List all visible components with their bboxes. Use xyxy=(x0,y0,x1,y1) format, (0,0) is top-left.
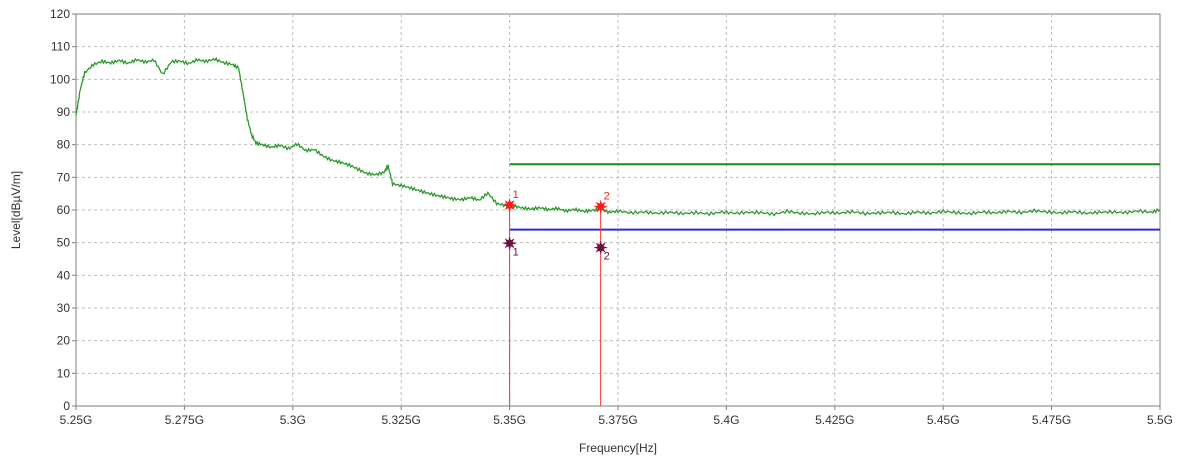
x-tick-label: 5.35G xyxy=(493,413,526,427)
peak-marker-label: 1 xyxy=(513,189,519,201)
x-tick-label: 5.375G xyxy=(598,413,637,427)
y-tick-label: 90 xyxy=(57,105,71,119)
x-tick-label: 5.45G xyxy=(927,413,960,427)
y-tick-label: 10 xyxy=(57,366,71,380)
tick-labels: 5.25G 5.275G 5.3G 5.325G 5.35G 5.375G 5.4G 5.42… xyxy=(50,7,1173,427)
y-tick-label: 70 xyxy=(57,170,71,184)
peak-marker-label: 2 xyxy=(604,191,610,203)
x-tick-label: 5.275G xyxy=(165,413,204,427)
x-tick-label: 5.25G xyxy=(60,413,93,427)
x-tick-label: 5.3G xyxy=(280,413,306,427)
y-tick-label: 40 xyxy=(57,268,71,282)
y-tick-label: 80 xyxy=(57,138,71,152)
y-tick-label: 60 xyxy=(57,203,71,217)
y-tick-label: 50 xyxy=(57,236,71,250)
y-tick-label: 100 xyxy=(50,72,70,86)
y-tick-label: 30 xyxy=(57,301,71,315)
x-axis-label: Frequency[Hz] xyxy=(579,441,657,455)
x-tick-label: 5.4G xyxy=(713,413,739,427)
average-marker xyxy=(502,236,517,251)
y-axis-label: Level[dBµV/m] xyxy=(9,171,23,249)
markers: 1 1 2 2 xyxy=(502,189,610,263)
x-tick-label: 5.5G xyxy=(1147,413,1173,427)
marker-lines xyxy=(509,201,602,406)
x-tick-label: 5.425G xyxy=(815,413,854,427)
average-marker-label: 1 xyxy=(513,246,519,258)
y-tick-label: 0 xyxy=(63,399,70,413)
y-tick-label: 120 xyxy=(50,7,70,21)
average-marker-label: 2 xyxy=(604,251,610,263)
y-tick-label: 20 xyxy=(57,334,71,348)
x-tick-label: 5.325G xyxy=(382,413,421,427)
limit-lines xyxy=(509,163,1160,231)
y-tick-label: 110 xyxy=(51,40,70,54)
peak-marker xyxy=(502,198,517,213)
x-tick-label: 5.475G xyxy=(1032,413,1071,427)
average-marker xyxy=(593,240,608,255)
peak-marker xyxy=(593,199,608,214)
